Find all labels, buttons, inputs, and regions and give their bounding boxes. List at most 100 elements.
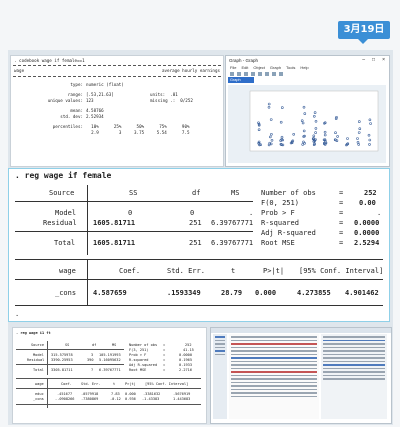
edit-icon[interactable] <box>258 71 262 76</box>
menu-graph[interactable]: Graph <box>269 64 282 70</box>
coef-t: 28.79 <box>221 289 243 297</box>
redo-icon[interactable] <box>272 71 276 76</box>
codebook-key: type: <box>70 81 83 87</box>
scatter-point <box>259 143 262 147</box>
codebook-var-name: wage <box>14 68 25 74</box>
divider <box>87 201 253 202</box>
stat-value: . <box>377 209 382 217</box>
copy-icon[interactable] <box>251 71 255 76</box>
anova-ss: 315.575978 <box>51 353 73 357</box>
scatter-point <box>367 133 371 137</box>
stat-key: Adj R-squared <box>261 229 316 237</box>
stat-value: 0.0000 <box>354 219 380 227</box>
scatter-point <box>346 137 349 140</box>
scatter-plot-svg <box>249 90 379 152</box>
codebook-command: . codebook wage if female==1 <box>14 58 85 63</box>
anova-ms: . <box>249 209 254 217</box>
codebook-value: 4.58766 <box>86 107 104 113</box>
scatter-point <box>280 138 283 141</box>
divider <box>47 378 48 408</box>
coef-ci-low: .3381632 <box>143 392 161 396</box>
regression-command: . reg wage if female <box>15 171 112 180</box>
window-titlebar <box>211 328 391 333</box>
scatter-point <box>314 119 318 123</box>
zoom-icon[interactable] <box>279 71 283 76</box>
coef-ci-low: -1.43383 <box>142 397 160 401</box>
coef-p: 0.936 <box>125 397 136 401</box>
menu-file[interactable]: File <box>230 64 237 70</box>
close-icon[interactable]: × <box>382 57 385 63</box>
divider <box>15 305 87 306</box>
scatter-point <box>279 120 283 124</box>
anova-ss: 3305.81711 <box>51 368 73 372</box>
stat-key: R-squared <box>129 358 149 362</box>
divider <box>16 388 201 389</box>
stat-value: 2.5294 <box>354 239 380 247</box>
scatter-point <box>303 134 306 138</box>
menu-help[interactable]: Help <box>300 64 309 70</box>
separator <box>13 75 221 77</box>
coef-var: _cons <box>33 397 44 401</box>
anova-source: Total <box>54 239 76 247</box>
save-icon[interactable] <box>237 71 241 76</box>
print-icon[interactable] <box>244 71 248 76</box>
scatter-point <box>368 138 372 142</box>
variables-pane <box>321 334 387 419</box>
maximize-icon[interactable]: □ <box>372 57 376 63</box>
stat-key: Number of obs <box>129 343 158 347</box>
scatter-point <box>301 143 304 146</box>
scatter-point <box>257 141 261 145</box>
stat-eq: = <box>339 229 344 237</box>
stat-value: 0.1933 <box>179 363 192 367</box>
scatter-point <box>280 106 284 109</box>
scatter-point <box>312 143 316 147</box>
menu-tools[interactable]: Tools <box>286 64 296 70</box>
scatter-point <box>269 118 273 121</box>
coef-ci-low: 4.273855 <box>297 289 331 297</box>
scatter-point <box>300 119 304 123</box>
anova-ms: 6.39767771 <box>99 368 121 372</box>
menu-object[interactable]: Object <box>253 64 265 70</box>
codebook-value: 2.52934 <box>86 113 104 119</box>
stat-eq: = <box>163 368 166 372</box>
scatter-point <box>257 128 261 132</box>
command-prompt[interactable]: . <box>15 310 20 318</box>
scatter-point <box>358 120 361 123</box>
divider <box>16 404 201 405</box>
coef-value: -.0908266 <box>55 397 75 401</box>
tab-graph[interactable]: Graph <box>228 77 254 83</box>
coef-header-p: P>|t| <box>125 382 136 386</box>
stat-eq: = <box>163 353 166 357</box>
scatter-point <box>323 133 327 137</box>
anova-source: Residual <box>43 219 77 227</box>
separator <box>13 65 221 67</box>
codebook-value: 123 <box>86 97 94 103</box>
coef-se: .7380869 <box>81 397 99 401</box>
stat-key: F(0, 251) <box>261 199 299 207</box>
minimize-icon[interactable]: – <box>362 57 366 63</box>
coef-header-coef: Coef. <box>61 382 72 386</box>
divider <box>87 305 383 306</box>
codebook-key2: units: .01 <box>150 91 178 97</box>
coef-ci-high: 1.443683 <box>173 397 191 401</box>
scatter-point <box>323 142 326 146</box>
stat-key: Root MSE <box>129 368 147 372</box>
scatter-point <box>302 129 306 133</box>
codebook-value: 10% 25% 50% 75% 90% <box>71 123 190 129</box>
divider <box>47 341 48 375</box>
anova-ss: 1605.81711 <box>93 219 136 227</box>
coef-header-ci: [95% Conf. Interval] <box>145 382 189 386</box>
undo-icon[interactable] <box>265 71 269 76</box>
anova-ms: 5.16095632 <box>99 358 121 362</box>
scatter-point <box>257 122 261 126</box>
open-icon[interactable] <box>230 71 234 76</box>
scatter-point <box>357 131 361 134</box>
scatter-point <box>334 131 337 135</box>
scatter-point <box>334 138 337 142</box>
scatter-point <box>302 105 306 109</box>
anova-source: Total <box>33 368 44 372</box>
scatter-point <box>358 127 362 131</box>
divider <box>16 364 124 365</box>
menu-edit[interactable]: Edit <box>241 64 249 70</box>
stat-value: 252 <box>364 189 377 197</box>
